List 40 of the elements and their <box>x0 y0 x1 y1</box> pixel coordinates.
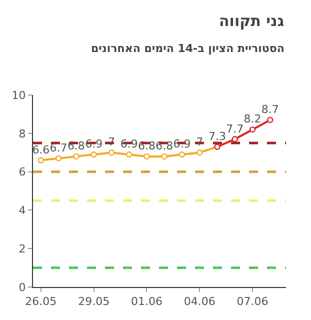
point <box>161 153 168 160</box>
data-label: 6.6 <box>32 143 50 156</box>
y-tick-label: 2 <box>18 242 26 256</box>
chart-subtitle: הסטוריית הציון ב-14 הימים האחרונים <box>91 42 284 55</box>
data-label: 6.8 <box>67 140 85 153</box>
data-label: 6.9 <box>120 138 138 151</box>
y-tick-label: 4 <box>18 204 26 218</box>
x-tick-label: 07.06 <box>236 295 268 308</box>
point <box>196 150 203 156</box>
point <box>178 151 186 158</box>
x-tick-label: 26.05 <box>25 295 57 308</box>
point <box>144 153 150 160</box>
data-label: 6.9 <box>173 138 191 151</box>
data-label: 6.8 <box>138 140 156 153</box>
point <box>55 155 62 162</box>
y-tick-label: 0 <box>18 280 26 294</box>
data-label: 8.2 <box>244 112 262 126</box>
point <box>267 116 274 124</box>
data-label: 6.8 <box>156 140 174 153</box>
data-label: 8.7 <box>261 103 279 116</box>
y-tick-label: 8 <box>18 127 26 140</box>
y-tick-label: 10 <box>12 88 26 102</box>
point <box>126 151 132 158</box>
point <box>73 153 80 160</box>
chart-title: גני תקווה <box>219 12 284 30</box>
data-label: 7.3 <box>208 130 226 143</box>
point <box>38 157 44 164</box>
y-tick-label: 6 <box>18 166 26 179</box>
point <box>90 151 97 158</box>
data-label: 7 <box>196 136 204 149</box>
x-tick-label: 04.06 <box>184 295 216 308</box>
x-tick-label: 01.06 <box>130 295 162 308</box>
x-tick-label: 29.05 <box>78 295 110 308</box>
point <box>249 126 256 133</box>
data-label: 6.7 <box>50 141 68 154</box>
point <box>108 150 115 156</box>
data-label: 6.9 <box>85 138 103 151</box>
data-label: 7.7 <box>226 122 244 136</box>
data-label: 7 <box>108 136 115 149</box>
point <box>232 136 238 142</box>
